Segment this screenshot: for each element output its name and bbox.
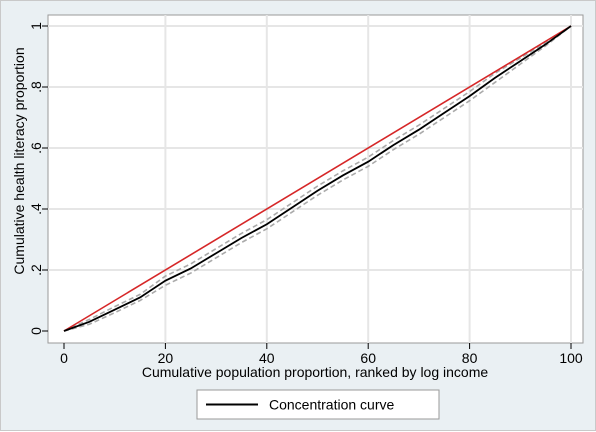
- x-tick-label: 0: [60, 350, 68, 366]
- y-tick-label: 1: [28, 22, 44, 30]
- series-line-1: [63, 25, 572, 332]
- x-axis-title: Cumulative population proportion, ranked…: [142, 364, 489, 380]
- grid-lines: [48, 15, 583, 343]
- y-tick-label: .4: [28, 203, 44, 215]
- x-tick-label: 60: [360, 350, 376, 366]
- y-tick-label: .6: [28, 142, 44, 154]
- x-tick-label: 80: [462, 350, 478, 366]
- series-layer: [63, 25, 572, 332]
- legend-label-concentration-curve: Concentration curve: [269, 397, 395, 413]
- x-tick-label: 100: [559, 350, 583, 366]
- y-tick-label: .2: [28, 264, 44, 276]
- series-line-0: [63, 25, 572, 332]
- series-line-2: [63, 25, 572, 332]
- x-tick-label: 40: [259, 350, 275, 366]
- y-tick-label: .8: [28, 81, 44, 93]
- y-tick-label: 0: [28, 327, 44, 335]
- axes: 0 20 40 60 80 100 0 .2 .4 .6 .8 1: [28, 22, 583, 366]
- y-axis-title: Cumulative health literacy proportion: [11, 47, 27, 274]
- legend: Concentration curve: [196, 389, 440, 420]
- x-tick-label: 20: [158, 350, 174, 366]
- series-line-3: [63, 25, 572, 332]
